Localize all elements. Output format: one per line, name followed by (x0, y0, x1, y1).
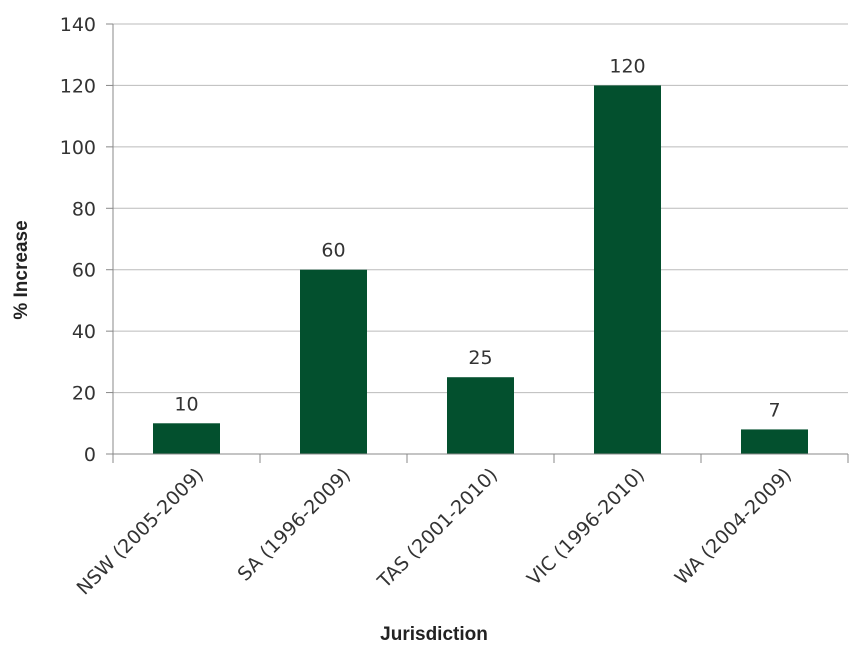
bar (300, 269, 367, 454)
x-tick-label: WA (2004-2009) (671, 464, 796, 589)
x-tick-label: NSW (2005-2009) (73, 464, 208, 599)
y-tick-label: 100 (60, 137, 96, 159)
bar (153, 423, 220, 454)
labels: 0 20 40 60 80 100 120 140 10 NSW (2005-2009) 60 SA … (60, 14, 796, 599)
data-label: 7 (768, 399, 780, 421)
y-axis-title: % Increase (11, 220, 32, 319)
data-label: 60 (321, 240, 345, 262)
y-tick-label: 40 (72, 321, 96, 343)
x-tick-label: TAS (2001-2010) (373, 464, 502, 593)
bar (594, 85, 661, 454)
y-tick-label: 0 (84, 444, 96, 466)
x-tick-label: SA (1996-2009) (234, 464, 356, 586)
data-label: 10 (174, 393, 198, 415)
axes (106, 23, 849, 463)
bar (741, 429, 808, 454)
x-axis-title: Jurisdiction (380, 624, 488, 645)
bar (447, 377, 514, 454)
x-tick-label: VIC (1996-2010) (523, 464, 649, 590)
y-tick-label: 140 (60, 14, 96, 36)
y-tick-label: 60 (72, 260, 96, 282)
y-tick-label: 20 (72, 383, 96, 405)
y-tick-label: 80 (72, 198, 96, 220)
data-label: 25 (468, 347, 492, 369)
gridlines (113, 23, 848, 394)
bars (153, 85, 808, 454)
data-label: 120 (609, 55, 645, 77)
y-tick-label: 120 (60, 75, 96, 97)
